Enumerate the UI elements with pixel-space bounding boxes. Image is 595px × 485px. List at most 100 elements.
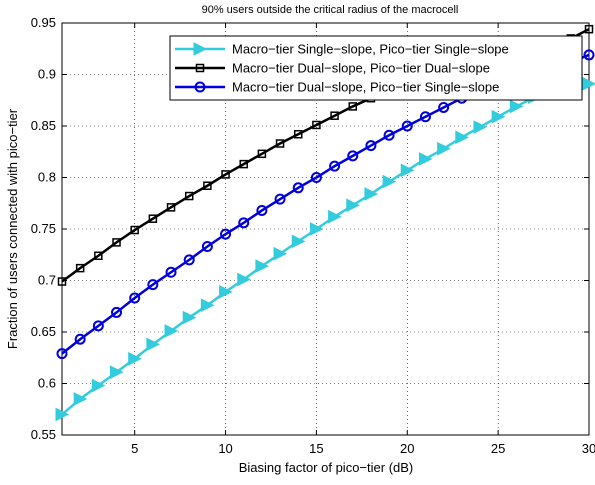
series-3-point [310,172,322,183]
series-2-point [130,225,139,235]
series-3-point [56,348,68,360]
series-2-point [57,277,67,286]
series-1-point [164,324,179,338]
series-2-point [148,214,158,223]
x-tick-label: 5 [131,441,138,456]
series-2-point [257,149,267,159]
y-tick-label: 0.8 [38,170,56,185]
series-1-point [400,163,415,178]
legend-label: Macro−tier Single−slope, Pico−tier Singl… [232,42,509,57]
series-1-point [91,378,106,393]
x-tick-label: 20 [400,441,414,456]
series-1-point [328,209,342,224]
y-tick-label: 0.55 [31,427,56,442]
y-tick-label: 0.75 [31,221,56,236]
y-axis-label: Fraction of users connected with pico−ti… [5,108,20,349]
series-3-point [583,49,595,61]
legend-marker [193,42,208,56]
legend-item-3: Macro−tier Dual−slope, Pico−tier Single−… [175,80,499,95]
legend-box [169,35,583,101]
series-1-point [128,351,142,366]
series-1-point [509,99,524,114]
series-1-point [237,272,251,287]
x-tick-label: 30 [582,441,595,456]
series-3-point [74,333,86,345]
series-1-point [255,259,270,273]
series-2-point [94,251,103,261]
x-tick-label: 10 [218,441,232,456]
legend-item-1: Macro−tier Single−slope, Pico−tier Singl… [175,42,509,57]
series-1-point [582,76,595,91]
series-1-point [418,152,433,166]
series-3-point [383,129,395,141]
series-2-point [221,170,230,179]
series-3-point [256,204,268,216]
series-2-point [75,263,85,273]
series-2-point [112,238,121,247]
series-1 [55,76,595,422]
series-1-point [200,298,215,313]
series-1-point [110,365,124,379]
y-tick-label: 0.95 [31,15,56,30]
series-1-point [382,174,397,189]
axis-ticks: 5 10 15 20 25 30 0.55 0.6 0.65 0.7 0.75 0.8 0.85 0.9 0… [31,15,595,456]
series-1-point [437,141,451,156]
series-3-point [183,254,195,266]
series-2-point [584,24,594,34]
y-tick-label: 0.6 [38,376,56,391]
legend-label: Macro−tier Dual−slope, Pico−tier Dual−sl… [232,61,490,76]
series-1-point [473,120,488,134]
series-2-point [293,129,303,139]
series-1-point [291,234,306,249]
series-3-point [329,160,341,172]
series-1-point [346,198,360,213]
legend-marker [195,63,205,73]
series-3-point [238,217,250,229]
series-1-point [146,337,160,352]
series-2-point [239,159,248,169]
series-2-point [275,139,285,148]
legend-marker [194,81,206,93]
series-1-point [309,222,324,236]
series-2-point [203,181,212,190]
series-1-point [273,246,288,261]
series-3-point [438,101,450,113]
legend: Macro−tier Single−slope, Pico−tier Singl… [169,35,583,101]
series-3-point [401,120,413,132]
series-2-point [312,120,321,130]
series-1-point [55,407,70,422]
series-3-point [92,320,104,332]
series-3-point [292,182,304,194]
series-1-point [364,187,379,201]
series-3-point [419,111,431,123]
x-axis-label: Biasing factor of pico−tier (dB) [239,460,414,475]
legend-label: Macro−tier Dual−slope, Pico−tier Single−… [232,80,499,95]
series-3-point [147,279,159,291]
series-3-point [347,150,359,162]
series-2-point [330,111,339,120]
y-tick-label: 0.9 [38,67,56,82]
series-3-point [201,241,213,253]
y-tick-label: 0.7 [38,273,56,288]
y-tick-label: 0.85 [31,118,56,133]
series-3-point [365,140,377,152]
series-1-point [182,310,197,325]
chart-title: 90% users outside the critical radius of… [202,4,459,16]
series-1-point [455,130,469,145]
series-1-point [73,392,88,406]
series-2-point [166,203,176,212]
series-1-line [61,82,590,416]
series-3-point [129,292,141,304]
series-3-point [274,193,286,205]
series-2-point [184,191,194,201]
series-1-point [219,285,233,299]
y-tick-label: 0.65 [31,324,56,339]
series-2-point [348,102,358,111]
series-3-point [220,228,232,240]
series-3-point [165,266,177,278]
x-tick-label: 15 [309,441,323,456]
x-tick-label: 25 [491,441,505,456]
legend-item-2: Macro−tier Dual−slope, Pico−tier Dual−sl… [175,61,490,76]
series-1-point [491,109,506,124]
